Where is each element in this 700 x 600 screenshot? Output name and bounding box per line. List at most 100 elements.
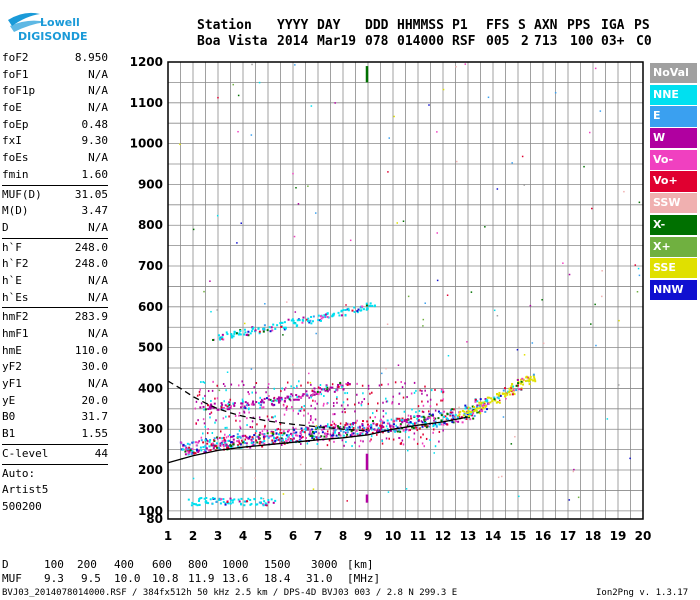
echo-point <box>407 429 410 432</box>
echo-point <box>498 401 501 404</box>
echo-point <box>314 407 316 410</box>
echo-point <box>266 329 269 332</box>
echo-point <box>345 382 348 385</box>
noise-point <box>192 477 195 480</box>
param-value: 30.0 <box>81 360 109 374</box>
distance-value: 3000 <box>311 558 338 571</box>
y-tick-label: 200 <box>138 463 163 477</box>
echo-point <box>226 333 229 336</box>
echo-point <box>234 414 237 417</box>
echo-point <box>239 333 242 336</box>
echo-point <box>252 326 255 329</box>
echo-point <box>386 419 389 422</box>
echo-point <box>310 383 312 386</box>
echo-point <box>420 415 423 418</box>
x-tick-label: 17 <box>560 529 577 543</box>
echo-point <box>440 399 442 402</box>
echo-point <box>222 406 225 409</box>
noise-point <box>493 309 496 312</box>
echo-point <box>395 424 397 427</box>
echo-point <box>421 421 424 424</box>
echo-point <box>362 308 365 311</box>
echo-point <box>398 428 401 431</box>
echo-point <box>219 430 222 433</box>
echo-point <box>227 439 230 442</box>
echo-point <box>272 416 275 419</box>
echo-point <box>368 425 371 428</box>
legend: NoVal NNE E W Vo- Vo+ SSW X- X+ SSE NNW <box>650 63 697 302</box>
echo-point <box>263 397 266 400</box>
echo-point <box>286 430 289 433</box>
distance-value: 1500 <box>264 558 291 571</box>
echo-point <box>283 413 286 416</box>
echo-point <box>303 409 305 412</box>
echo-point <box>301 321 304 324</box>
noise-point <box>594 303 596 306</box>
echo-point <box>342 309 345 312</box>
echo-point <box>229 502 232 505</box>
echo-point <box>285 408 288 411</box>
echo-point <box>342 434 345 437</box>
distance-row: D 100 200 400 600 800 1000 1500 3000 [km] <box>2 558 374 571</box>
header-value-0: Boa Vista <box>197 34 268 49</box>
echo-point <box>359 439 362 442</box>
echo-point <box>200 449 203 452</box>
echo-point <box>282 441 284 444</box>
echo-point <box>486 399 489 402</box>
echo-point <box>358 425 361 428</box>
noise-point <box>407 295 410 298</box>
echo-point <box>314 418 317 421</box>
param-value: 110.0 <box>74 343 108 357</box>
echo-point <box>293 386 295 389</box>
echo-point <box>307 381 309 384</box>
echo-point <box>191 448 194 451</box>
param-row: C-level 44 <box>0 446 112 463</box>
echo-point <box>369 302 372 305</box>
echo-point <box>351 425 354 428</box>
echo-point <box>471 405 474 408</box>
echo-point <box>237 445 239 448</box>
noise-point <box>286 301 288 303</box>
muf-value: 18.4 <box>264 572 291 585</box>
legend-item-x: X- <box>650 214 697 236</box>
echo-point <box>263 437 265 440</box>
echo-point <box>429 438 431 441</box>
echo-point <box>209 438 212 441</box>
echo-point <box>346 398 349 401</box>
param-name: foEp <box>2 117 29 131</box>
echo-point <box>522 378 525 381</box>
echo-point <box>283 388 286 391</box>
noise-point <box>424 302 426 304</box>
echo-point <box>219 502 222 505</box>
echo-point <box>348 425 351 428</box>
echo-point <box>519 378 522 381</box>
noise-point <box>583 165 585 168</box>
echo-point <box>251 436 254 439</box>
parameter-panel: foF2 8.950 foF1 N/A foF1p N/A foE N/A foEp 0.48 fx… <box>0 50 112 516</box>
echo-point <box>194 452 197 455</box>
noise-point <box>617 384 620 386</box>
x-tick-label: 4 <box>239 529 247 543</box>
echo-point <box>253 386 255 389</box>
echo-point <box>510 385 513 388</box>
echo-point <box>344 431 347 434</box>
echo-point <box>361 427 364 430</box>
echo-point <box>442 398 444 401</box>
echo-point <box>424 421 427 424</box>
echo-point <box>259 502 262 505</box>
echo-point <box>421 400 423 403</box>
distance-value: 800 <box>188 558 208 571</box>
x-tick-label: 10 <box>385 529 402 543</box>
echo-point <box>481 410 484 413</box>
noise-point <box>591 207 593 210</box>
echo-point <box>326 390 329 393</box>
param-row: fmin 1.60 <box>0 167 112 184</box>
header-label-3: DDD <box>365 18 389 33</box>
echo-point <box>328 388 331 391</box>
echo-point <box>213 402 216 405</box>
echo-point <box>222 436 225 439</box>
echo-point <box>381 442 384 445</box>
echo-point <box>317 386 320 389</box>
param-row: foEp 0.48 <box>0 117 112 134</box>
param-row: hmE 110.0 <box>0 343 112 360</box>
